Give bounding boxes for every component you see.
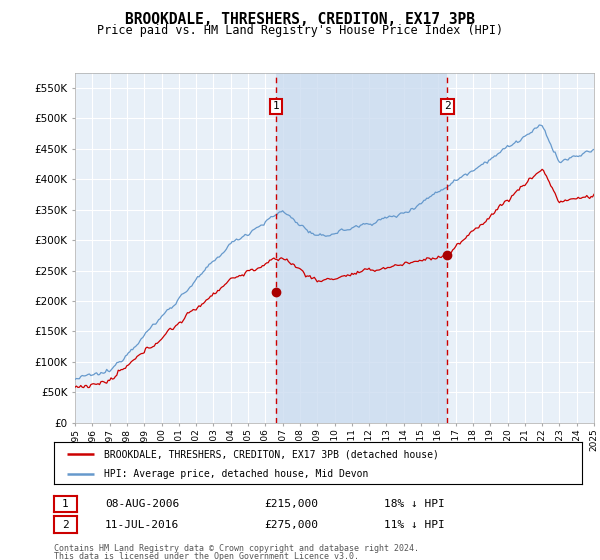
Text: £215,000: £215,000 [264,499,318,509]
Text: £275,000: £275,000 [264,520,318,530]
Text: 18% ↓ HPI: 18% ↓ HPI [384,499,445,509]
Text: BROOKDALE, THRESHERS, CREDITON, EX17 3PB (detached house): BROOKDALE, THRESHERS, CREDITON, EX17 3PB… [104,449,439,459]
Text: Price paid vs. HM Land Registry's House Price Index (HPI): Price paid vs. HM Land Registry's House … [97,24,503,37]
Text: This data is licensed under the Open Government Licence v3.0.: This data is licensed under the Open Gov… [54,552,359,560]
Text: 11-JUL-2016: 11-JUL-2016 [105,520,179,530]
Text: 11% ↓ HPI: 11% ↓ HPI [384,520,445,530]
Text: 1: 1 [62,499,69,509]
Text: 2: 2 [444,101,451,111]
Text: 2: 2 [62,520,69,530]
Bar [275,73,448,423]
Text: 1: 1 [272,101,279,111]
Text: BROOKDALE, THRESHERS, CREDITON, EX17 3PB: BROOKDALE, THRESHERS, CREDITON, EX17 3PB [125,12,475,27]
Text: Contains HM Land Registry data © Crown copyright and database right 2024.: Contains HM Land Registry data © Crown c… [54,544,419,553]
Text: 08-AUG-2006: 08-AUG-2006 [105,499,179,509]
Text: HPI: Average price, detached house, Mid Devon: HPI: Average price, detached house, Mid … [104,469,368,479]
